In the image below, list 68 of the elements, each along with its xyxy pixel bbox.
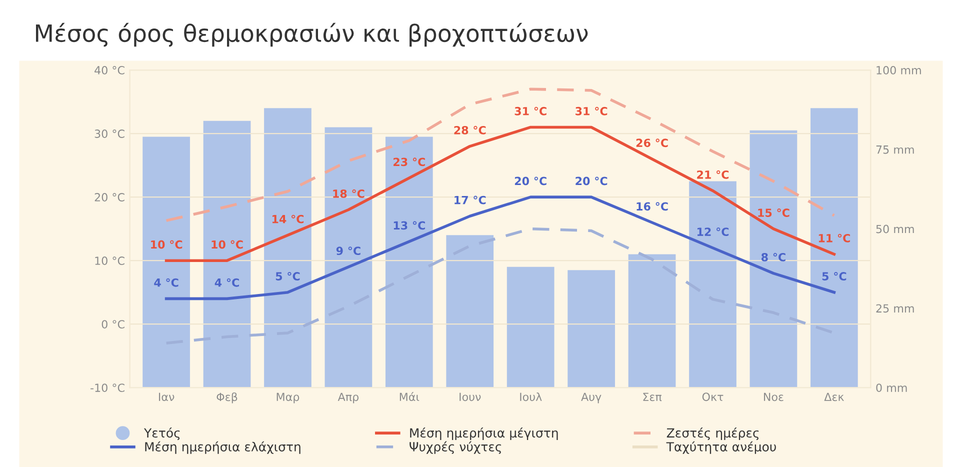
bar <box>446 235 494 388</box>
x-tick-label: Μαρ <box>276 392 300 404</box>
x-tick-label: Αυγ <box>581 392 602 404</box>
x-tick-label: Μάι <box>400 392 420 402</box>
legend-label: Μέση ημερήσια ελάχιστη <box>145 441 300 454</box>
x-tick-label: Ιουλ <box>520 392 542 402</box>
bar <box>568 270 615 388</box>
data-label: 23 °C <box>394 158 425 166</box>
y2-tick-label: 50 mm <box>876 224 914 234</box>
bar <box>506 266 554 388</box>
x-tick-label: Ιαν <box>158 392 174 402</box>
data-label: 14 °C <box>272 214 304 224</box>
y-tick-label: 10 °C <box>95 256 124 265</box>
y2-tick-label: 0 mm <box>876 384 907 392</box>
data-label: 31 °C <box>514 106 546 116</box>
y2-tick-label: 25 mm <box>876 304 914 313</box>
data-label: 12 °C <box>697 228 729 236</box>
x-tick-label: Απρ <box>338 392 359 404</box>
x-tick-label: Δεκ <box>824 392 844 402</box>
x-tick-label: Νοε <box>764 392 784 402</box>
data-label: 17 °C <box>454 196 486 204</box>
bar <box>324 127 372 388</box>
y-tick-label: 30 °C <box>94 130 124 138</box>
line-series <box>164 88 836 222</box>
y-tick-label: 40 °C <box>94 66 124 74</box>
bar <box>385 136 433 388</box>
legend-label: Ταχύτητα ανέμου <box>666 441 776 454</box>
data-label: 5 °C <box>822 272 846 280</box>
data-label: 15 °C <box>758 208 790 217</box>
data-label: 10 °C <box>212 240 243 249</box>
bar <box>264 108 312 388</box>
x-tick-label: Σεπ <box>643 392 662 402</box>
data-label: 13 °C <box>394 221 425 230</box>
y-tick-label: 0 °C <box>102 320 124 328</box>
data-label: 31 °C <box>576 106 608 116</box>
data-label: 5 °C <box>276 272 300 280</box>
bar <box>750 130 798 388</box>
data-label: 21 °C <box>697 170 729 179</box>
x-tick-label: Ιουν <box>460 392 481 402</box>
data-label: 8 °C <box>761 252 786 262</box>
x-tick-label: Οκτ <box>702 392 724 402</box>
data-label: 9 °C <box>336 246 360 256</box>
legend-label: Υετός <box>144 427 180 440</box>
bar <box>689 181 736 388</box>
line-series <box>164 126 836 262</box>
bar <box>628 254 676 388</box>
bar <box>142 136 190 388</box>
data-label: 4 °C <box>214 278 239 287</box>
data-label: 18 °C <box>333 189 364 198</box>
bar <box>810 108 858 388</box>
data-label: 28 °C <box>454 126 486 134</box>
y-tick-label: 20 °C <box>94 193 124 202</box>
legend-label: Ζεστές ημέρες <box>666 427 759 440</box>
x-tick-label: Φεβ <box>216 392 238 404</box>
data-label: 26 °C <box>636 138 668 148</box>
bar <box>203 120 251 388</box>
data-label: 16 °C <box>636 202 668 211</box>
y2-tick-label: 100 mm <box>876 66 921 74</box>
data-label: 11 °C <box>818 234 850 242</box>
y-tick-label: -10 °C <box>90 384 124 392</box>
data-label: 10 °C <box>151 240 182 249</box>
data-label: 20 °C <box>514 176 546 186</box>
legend-label: Ψυχρές νύχτες <box>410 441 502 454</box>
data-label: 4 °C <box>154 278 178 287</box>
data-label: 20 °C <box>576 176 608 186</box>
legend-label: Μέση ημερήσια μέγιστη <box>410 427 558 440</box>
chart-title: Μέσος όρος θερμοκρασιών και βροχοπτώσεων <box>36 22 588 47</box>
y2-tick-label: 75 mm <box>876 146 914 154</box>
